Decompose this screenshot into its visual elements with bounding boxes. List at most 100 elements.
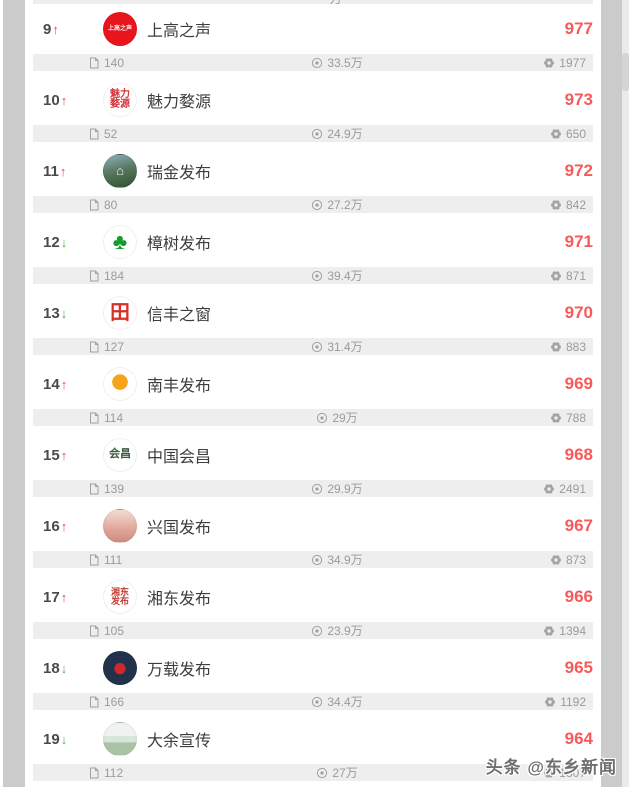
wows-value: 1192: [560, 694, 586, 709]
list-item[interactable]: 11 ↑ ⌂ 瑞金发布 972 80: [25, 146, 601, 213]
ranking-list: 9 ↑ 上高之声 上高之声 977 140: [25, 4, 601, 781]
avatar: ⌂: [103, 154, 137, 188]
list-item[interactable]: 12 ↓ ♣ 樟树发布 971 184: [25, 217, 601, 284]
list-item[interactable]: 18 ↓ 万载发布 965 166: [25, 643, 601, 710]
wows-stat: 1192: [420, 695, 593, 709]
rank-number: 12: [43, 233, 60, 251]
avatar: [103, 722, 137, 756]
views-stat: 23.9万: [254, 622, 420, 639]
posts-stat: 111: [33, 553, 254, 567]
posts-stat: 184: [33, 269, 254, 283]
left-edge: [0, 0, 3, 787]
account-row-stats: 112 27万 1307: [33, 764, 593, 781]
posts-value: 112: [104, 765, 124, 780]
views-stat: 24.9万: [254, 125, 420, 142]
account-row-stats: 166 34.4万 1192: [33, 693, 593, 710]
account-row-stats: 52 24.9万 650: [33, 125, 593, 142]
score-value: 970: [564, 303, 593, 322]
posts-value: 184: [104, 268, 125, 283]
avatar: 魅力 婺源: [103, 83, 137, 117]
rank-number: 14: [43, 375, 60, 393]
posts-stat: 140: [33, 56, 254, 70]
posts-stat: 166: [33, 695, 254, 709]
list-item[interactable]: 15 ↑ 会昌 中国会昌 968 139: [25, 430, 601, 497]
rank-number: 15: [43, 446, 60, 464]
account-row-main: 9 ↑ 上高之声 上高之声 977: [25, 4, 601, 54]
posts-value: 105: [104, 623, 125, 638]
list-item[interactable]: 13 ↓ 田 信丰之窗 970 127: [25, 288, 601, 355]
views-stat: 34.4万: [254, 693, 420, 710]
document-icon: [90, 57, 99, 68]
account-row-main: 14 ↑ 南丰发布 969: [25, 359, 601, 409]
score-value: 969: [564, 374, 593, 393]
rank-box: 15 ↑: [43, 447, 89, 464]
wow-flower-icon: [550, 412, 561, 423]
rank-box: 16 ↑: [43, 518, 89, 535]
wows-value: 842: [565, 197, 586, 212]
list-item[interactable]: 10 ↑ 魅力 婺源 魅力婺源 973 52: [25, 75, 601, 142]
views-value: 27.2万: [327, 198, 363, 212]
views-stat: 29.9万: [254, 480, 420, 497]
account-row-stats: 184 39.4万 871: [33, 267, 593, 284]
views-stat: 27.2万: [254, 196, 420, 213]
rank-box: 18 ↓: [43, 660, 89, 677]
eye-icon: [317, 412, 328, 423]
posts-stat: 105: [33, 624, 254, 638]
wow-flower-icon: [550, 554, 561, 565]
posts-value: 127: [104, 339, 125, 354]
views-value: 34.9万: [327, 553, 363, 567]
wow-flower-icon: [544, 57, 555, 68]
wows-value: 2491: [559, 481, 586, 496]
list-item[interactable]: 16 ↑ 兴国发布 967 111: [25, 501, 601, 568]
avatar: 湘东 发布: [103, 580, 137, 614]
scrollbar-thumb[interactable]: [622, 53, 629, 91]
account-row-stats: 127 31.4万 883: [33, 338, 593, 355]
posts-value: 166: [104, 694, 125, 709]
views-stat: 33.5万: [254, 54, 420, 71]
avatar: 会昌: [103, 438, 137, 472]
document-icon: [90, 625, 99, 636]
wow-flower-icon: [550, 341, 561, 352]
account-name: 大余宣传: [147, 733, 212, 750]
wow-flower-icon: [545, 696, 556, 707]
eye-icon: [312, 128, 323, 139]
posts-value: 52: [104, 126, 118, 141]
account-row-main: 11 ↑ ⌂ 瑞金发布 972: [25, 146, 601, 196]
account-name: 南丰发布: [147, 378, 212, 395]
right-gutter: [601, 0, 622, 787]
rank-number: 10: [43, 91, 60, 109]
trend-arrow-icon: ↓: [60, 305, 68, 321]
document-icon: [90, 696, 99, 707]
document-icon: [90, 412, 99, 423]
rank-number: 9: [43, 20, 52, 38]
account-row-main: 15 ↑ 会昌 中国会昌 968: [25, 430, 601, 480]
views-value: 23.9万: [327, 624, 363, 638]
scrollbar-track[interactable]: [622, 0, 629, 787]
list-item[interactable]: 19 ↓ 大余宣传 964 112: [25, 714, 601, 781]
rank-box: 9 ↑: [43, 21, 89, 38]
score-value: 977: [564, 19, 593, 38]
views-value: 24.9万: [327, 127, 363, 141]
list-item[interactable]: 14 ↑ 南丰发布 969 114: [25, 359, 601, 426]
wows-value: 1977: [559, 55, 586, 70]
wows-value: 871: [565, 268, 586, 283]
wows-value: 650: [565, 126, 586, 141]
wows-stat: 842: [420, 198, 593, 212]
account-name: 中国会昌: [147, 449, 212, 466]
document-icon: [90, 483, 99, 494]
avatar: ♣: [103, 225, 137, 259]
rank-box: 11 ↑: [43, 163, 89, 180]
account-row-main: 12 ↓ ♣ 樟树发布 971: [25, 217, 601, 267]
wows-value: 883: [565, 339, 586, 354]
account-name: 万载发布: [147, 662, 212, 679]
document-icon: [90, 128, 99, 139]
list-item[interactable]: 9 ↑ 上高之声 上高之声 977 140: [25, 4, 601, 71]
views-value: 31.4万: [327, 340, 363, 354]
wow-flower-icon: [550, 270, 561, 281]
previous-row-stats-clipped: 万: [33, 0, 593, 4]
trend-arrow-icon: ↓: [60, 234, 68, 250]
list-item[interactable]: 17 ↑ 湘东 发布 湘东发布 966 105: [25, 572, 601, 639]
trend-arrow-icon: ↓: [60, 731, 68, 747]
eye-icon: [312, 483, 323, 494]
